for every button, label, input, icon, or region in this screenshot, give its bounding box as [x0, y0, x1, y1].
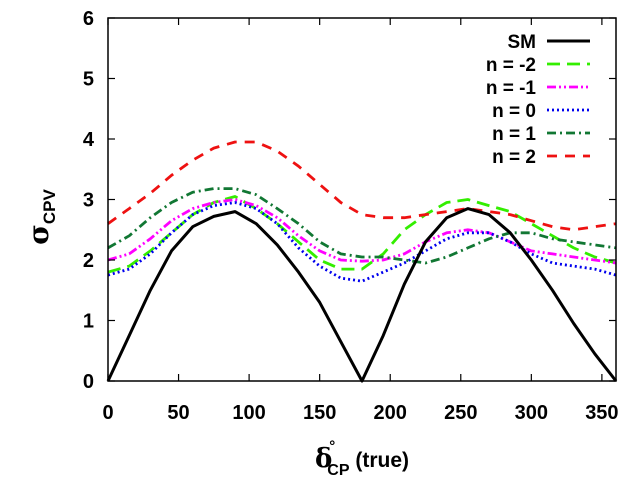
legend-label: n = -2: [486, 55, 536, 76]
x-tick-label: 0: [102, 402, 113, 424]
x-axis-subscript: CP: [327, 462, 350, 479]
y-tick-label: 5: [83, 69, 94, 91]
series-line: [107, 140, 617, 232]
series-line: [107, 198, 617, 265]
y-tick-label: 2: [83, 250, 94, 272]
x-axis-title: δ° CP (true): [315, 438, 409, 479]
y-tick-label: 0: [83, 371, 94, 393]
ticks: 0 50 100 150 200 250 300 350 0 1 2 3 4 5 6: [83, 8, 619, 424]
x-axis-suffix: (true): [350, 449, 410, 472]
y-tick-label: 6: [83, 8, 94, 30]
legend-label: SM: [508, 32, 537, 53]
y-tick-label: 4: [83, 129, 95, 151]
x-tick-label: 100: [232, 402, 265, 424]
y-axis-title: σCPV: [22, 189, 59, 245]
x-tick-label: 350: [585, 402, 618, 424]
legend-label: n = -1: [486, 78, 537, 99]
y-axis-subscript: CPV: [40, 189, 59, 225]
series-line: [107, 187, 617, 265]
x-tick-label: 50: [167, 402, 189, 424]
x-axis-degree: °: [329, 438, 335, 455]
x-tick-label: 300: [515, 402, 548, 424]
x-tick-label: 200: [374, 402, 407, 424]
y-tick-label: 3: [83, 190, 94, 212]
series-line: [107, 201, 617, 283]
x-tick-label: 150: [303, 402, 336, 424]
x-tick-label: 250: [444, 402, 477, 424]
y-axis-symbol: σ: [22, 224, 55, 245]
x-axis-symbol: δ: [315, 444, 332, 474]
legend-label: n = 0: [492, 101, 536, 122]
y-tick-label: 1: [83, 311, 94, 333]
legend-label: n = 2: [492, 147, 536, 168]
legend-label: n = 1: [492, 124, 536, 145]
legend: SMn = -2n = -1n = 0n = 1n = 2: [486, 32, 590, 168]
